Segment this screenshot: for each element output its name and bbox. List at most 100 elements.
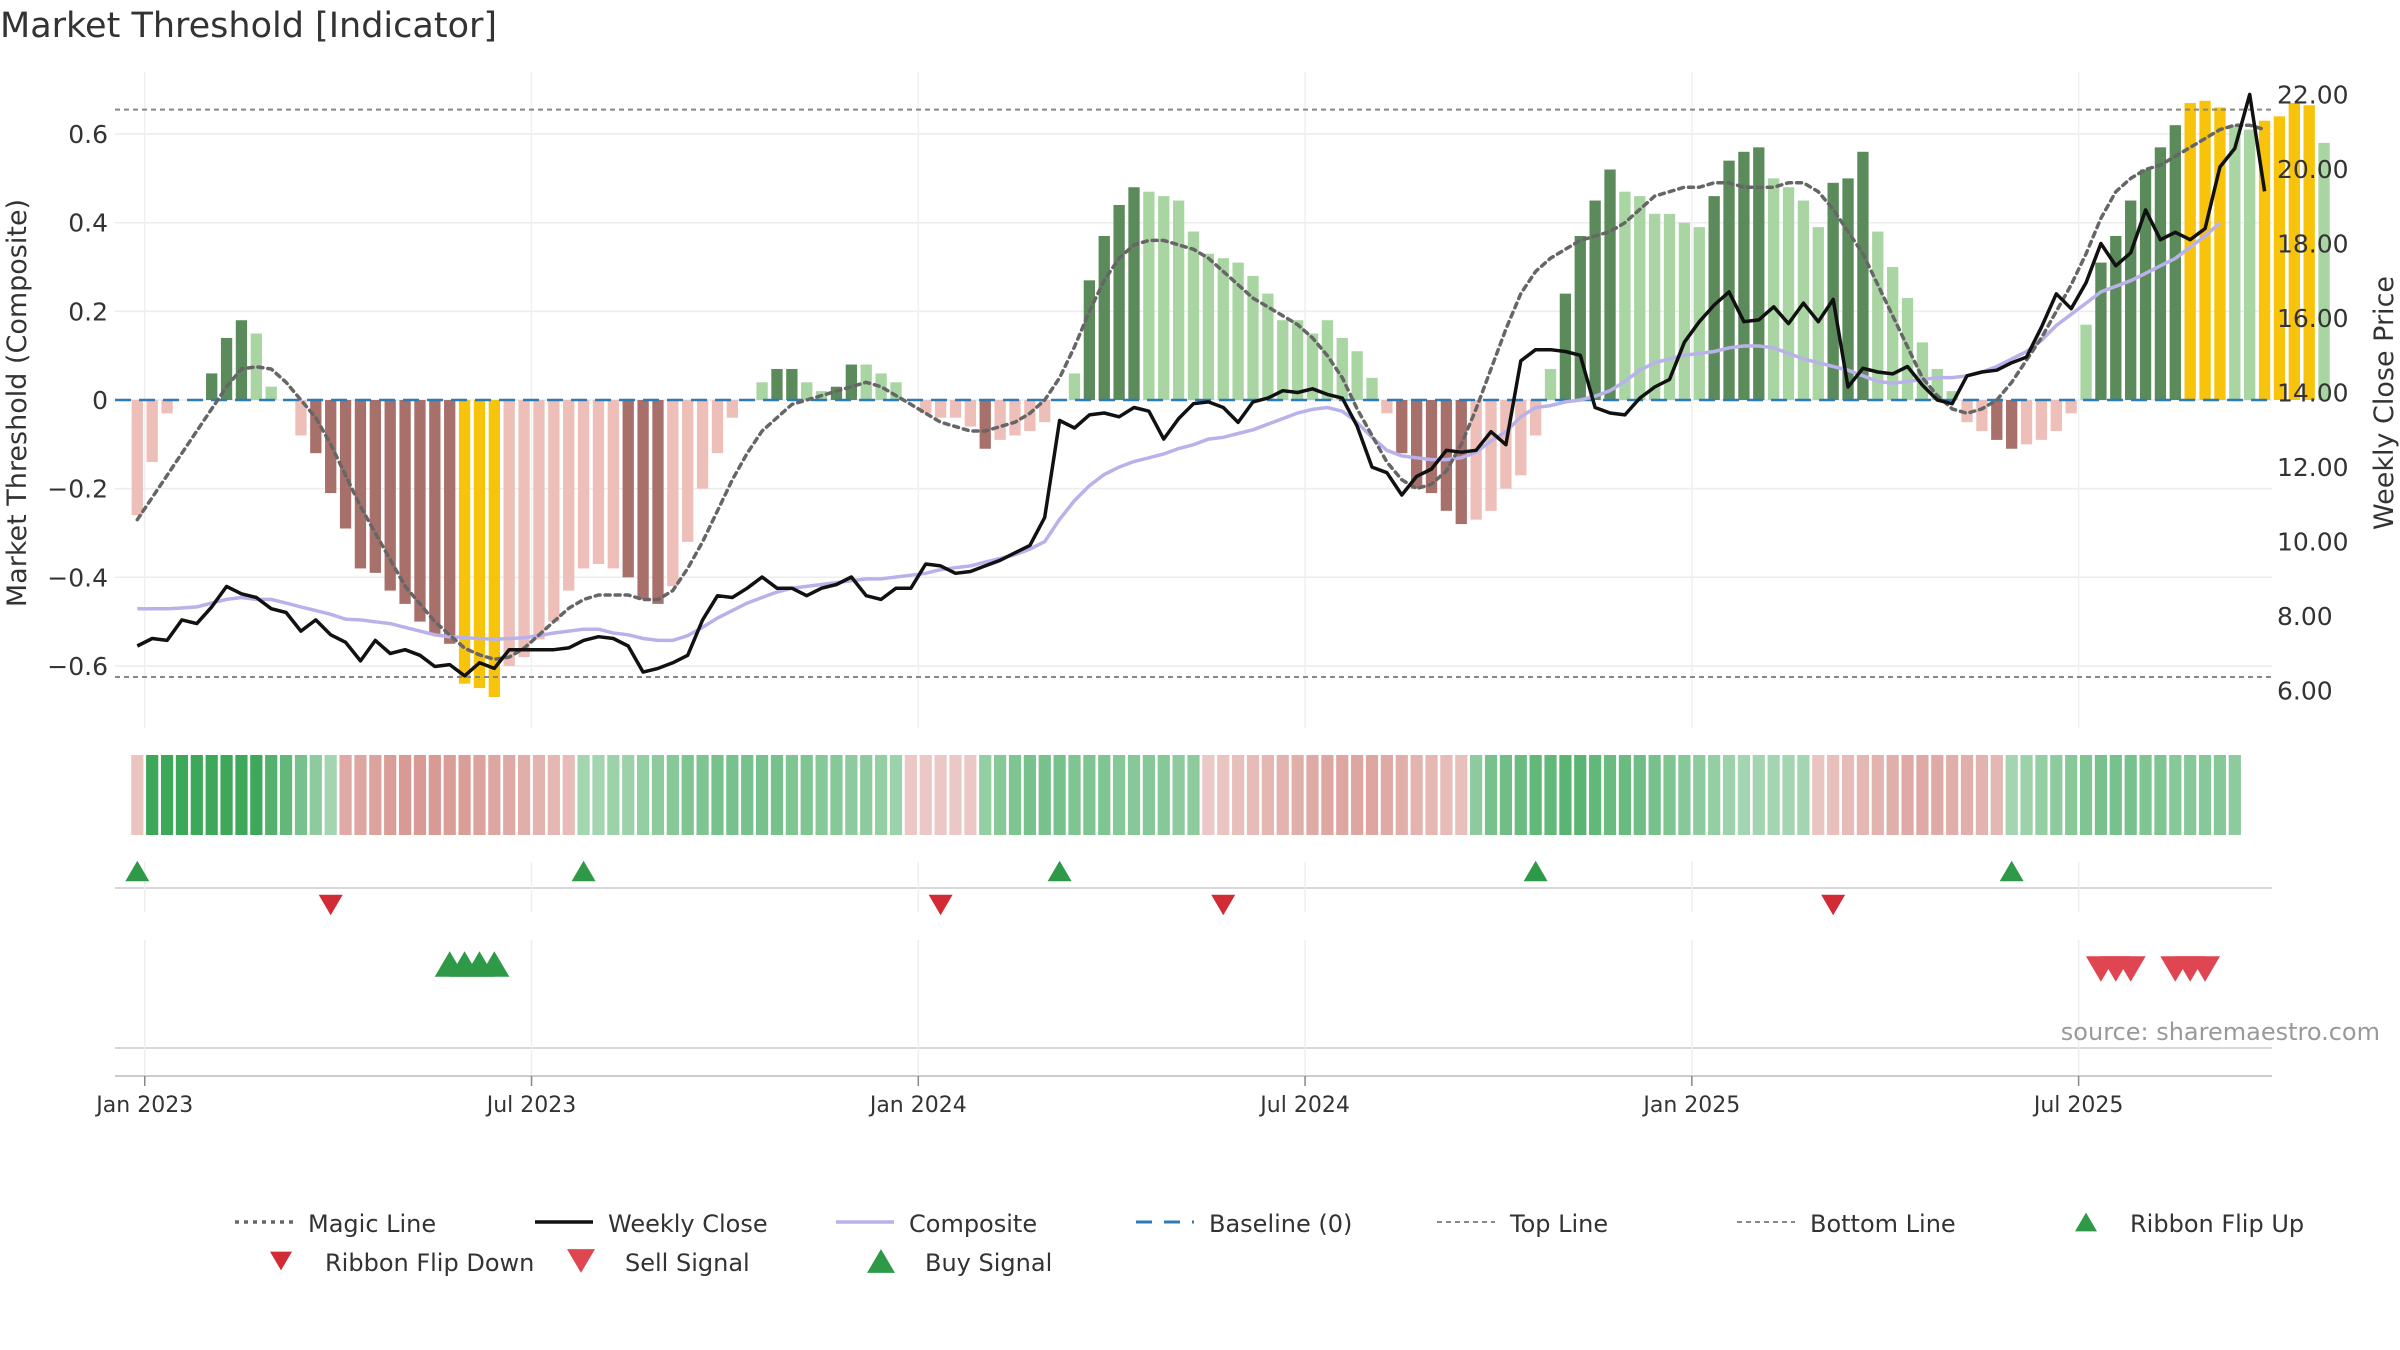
ribbon-cell [785, 755, 798, 835]
histogram-bar [979, 400, 991, 449]
right-tick-label: 6.00 [2277, 677, 2333, 706]
ribbon-cell [2050, 755, 2063, 835]
histogram-bar [2035, 400, 2048, 440]
ribbon-cell [1351, 755, 1364, 835]
histogram-bar [890, 382, 902, 400]
histogram-bar [845, 364, 858, 400]
histogram-bar [1485, 400, 1497, 511]
histogram-bar [1589, 200, 1601, 400]
ribbon-cell [1395, 755, 1408, 835]
left-tick-label: −0.4 [47, 563, 108, 592]
ribbon-cell [146, 755, 159, 835]
histogram-bar [2095, 262, 2107, 400]
ribbon-cell [190, 755, 203, 835]
histogram-bar [1678, 222, 1691, 400]
ribbon-cell [354, 755, 367, 835]
ribbon-cell [1827, 755, 1840, 835]
signal-markers-panel [115, 940, 2272, 1080]
ribbon-cell [1484, 755, 1498, 835]
histogram-bar [1708, 196, 1720, 400]
ribbon-flip-down-marker [318, 894, 343, 916]
histogram-bar [1887, 267, 1899, 400]
histogram-bar [2169, 125, 2181, 401]
ribbon-cell [1470, 755, 1483, 835]
histogram-bar [354, 400, 367, 569]
right-tick-label: 20.00 [2277, 155, 2349, 184]
histogram-bar [1232, 262, 1244, 400]
histogram-bar [607, 400, 619, 569]
histogram-bar [1961, 400, 1973, 423]
legend-triangle-up-icon [2075, 1212, 2097, 1232]
legend-label: Top Line [1509, 1210, 1608, 1238]
ribbon-cell [1678, 755, 1691, 835]
ribbon-cell [413, 755, 427, 835]
histogram-bar [1544, 368, 1557, 400]
histogram-bar [711, 400, 724, 454]
ribbon-cell [309, 755, 322, 835]
legend-label: Ribbon Flip Down [325, 1249, 534, 1277]
histogram-bar [1217, 258, 1229, 400]
histogram-bar [1024, 400, 1036, 432]
legend-item: Bottom Line [1737, 1210, 1956, 1238]
ribbon-cell [503, 755, 516, 835]
legend-triangle-down-icon [270, 1251, 292, 1271]
histogram-bar [1634, 196, 1646, 400]
histogram-bar [1158, 196, 1170, 400]
histogram-bar [1604, 169, 1616, 400]
ribbon-cell [875, 755, 888, 835]
composite-line [137, 221, 2222, 643]
ribbon-cell [636, 755, 650, 835]
ribbon-cell [294, 755, 308, 835]
histogram-bar [1202, 253, 1215, 400]
ribbon-cell [1589, 755, 1602, 835]
ribbon-cell [696, 755, 709, 835]
histogram-bar [771, 368, 783, 400]
histogram-bar [1916, 342, 1929, 400]
histogram-bar [577, 400, 590, 569]
right-tick-label: 14.00 [2277, 379, 2349, 408]
histogram-bar [964, 400, 977, 427]
ribbon-cell [1737, 755, 1751, 835]
ribbon-cell [919, 755, 932, 835]
ribbon-cell [1246, 755, 1260, 835]
ribbon-cell [175, 755, 189, 835]
ribbon-cell [934, 755, 947, 835]
histogram-bar [1440, 400, 1453, 511]
histogram-bar [265, 386, 277, 400]
legend-item: Weekly Close [535, 1210, 768, 1238]
ribbon-cell [1083, 755, 1096, 835]
histogram-bar [2110, 236, 2122, 400]
histogram-bar [1946, 391, 1958, 400]
legend-label: Ribbon Flip Up [2130, 1210, 2304, 1238]
ribbon-flip-down-marker [928, 894, 953, 916]
histogram-bar [1172, 200, 1185, 400]
ribbon-cell [1529, 755, 1542, 835]
histogram-bar [1410, 400, 1423, 489]
ribbon-cell [2094, 755, 2108, 835]
ribbon-cell [2213, 755, 2227, 835]
histogram-bar [1842, 178, 1854, 400]
histogram-bar [1262, 293, 1274, 400]
histogram-bar [1574, 236, 1586, 400]
ribbon-cell [2124, 755, 2137, 835]
ribbon-cell [1931, 755, 1944, 835]
ribbon-cell [830, 755, 843, 835]
ribbon-cell [2184, 755, 2197, 835]
ribbon-cell [1886, 755, 1899, 835]
ribbon-cell [1365, 755, 1379, 835]
histogram-bar [473, 400, 486, 689]
histogram-bar [2050, 400, 2062, 432]
histogram-bar [1723, 160, 1735, 400]
ribbon-flip-up-marker [1523, 860, 1548, 882]
histogram-bar [2318, 142, 2330, 400]
histogram-bar [875, 373, 887, 400]
ribbon-cell [205, 755, 218, 835]
legend-label: Bottom Line [1810, 1210, 1956, 1238]
ribbon-cell [1142, 755, 1155, 835]
ribbon-cell [592, 755, 605, 835]
ribbon-cell [1603, 755, 1617, 835]
left-tick-label: 0.2 [68, 297, 108, 326]
histogram-bar [488, 400, 500, 697]
ribbon-cell [1276, 755, 1289, 835]
histogram-bar [1648, 213, 1661, 400]
